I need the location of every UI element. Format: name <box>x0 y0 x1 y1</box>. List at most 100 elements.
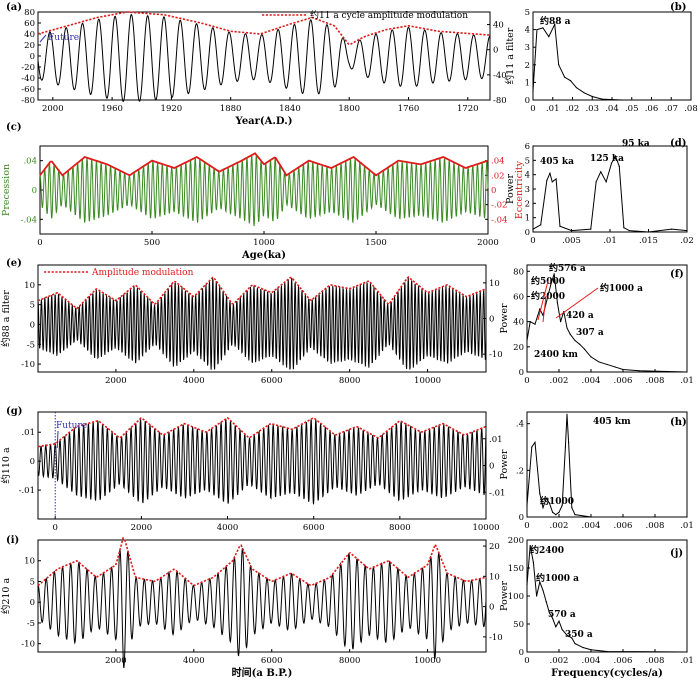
y-tick-label: -10 <box>21 360 35 370</box>
spectrum-point <box>552 511 554 513</box>
y-tick-label: 0 <box>30 457 35 467</box>
spectrum-point <box>568 441 570 443</box>
y-axis-label: Power <box>499 303 510 333</box>
x-tick-label: .006 <box>614 376 633 386</box>
y-tick-label: 3 <box>525 185 530 195</box>
x-tick-label: 1720 <box>457 104 479 114</box>
y-tick-label: 5 <box>525 156 530 166</box>
annotation: 420 a <box>566 311 594 321</box>
y-tick-label: 0 <box>30 52 35 62</box>
signal-line <box>37 13 491 103</box>
spectrum-point <box>583 92 585 94</box>
panel-e: (e) 2000 4000 6000 8000 10000 10 5 0 -5 -10 10 0 -10 约… <box>0 258 503 386</box>
x-tick-label: 4000 <box>183 656 205 666</box>
y-tick-label: 10 <box>24 281 35 291</box>
panel-label-h: (h) <box>670 417 687 428</box>
x-tick-label: 2000 <box>477 238 499 248</box>
y-tick-label: -5 <box>27 619 35 629</box>
y-tick-label: -10 <box>21 640 35 650</box>
spectrum-point <box>628 229 630 232</box>
spectrum-point <box>556 302 559 304</box>
spectrum-point <box>559 225 561 227</box>
y2-tick-label: 0 <box>489 315 494 325</box>
y2-tick-label: -40 <box>493 71 507 81</box>
arrow-5000 <box>537 280 549 321</box>
spectrum-point <box>638 370 640 372</box>
spectrum-point <box>526 584 528 586</box>
y-tick-label: 4 <box>525 26 530 36</box>
panel-i: (i) 2000 4000 6000 8000 10000 10 5 0 -5 -10 20 10 0 -1… <box>0 535 503 679</box>
spectrum-point <box>574 643 576 645</box>
x-axis-label: Frequency(cycles/a) <box>551 668 663 679</box>
y2-tick-label: 0 <box>489 462 494 472</box>
x-tick-label: .004 <box>582 656 601 666</box>
x-tick-label: .02 <box>566 104 580 114</box>
y-tick-label: 40 <box>24 30 35 40</box>
x-tick-label: .01 <box>680 656 694 666</box>
spectrum-point <box>574 339 576 342</box>
y-tick-label: 50 <box>513 620 524 630</box>
y2-tick-label: -10 <box>489 633 503 643</box>
spectrum-point <box>548 502 551 504</box>
y-tick-label: 20 <box>513 343 524 353</box>
spectrum-point <box>554 23 556 25</box>
panel-a: (a)2000 1960 1920 1880 1840 1800 1760 172080604… <box>6 2 507 127</box>
x-tick-label: .004 <box>582 521 601 531</box>
x-tick-label: .05 <box>625 104 639 114</box>
y-tick-label: 0 <box>525 96 530 106</box>
y-tick-label: 5 <box>30 577 35 587</box>
panel-label-c: (c) <box>6 122 22 133</box>
spectrum-point <box>555 626 557 628</box>
y-tick-label: 200 <box>508 536 524 546</box>
x-tick-label: 1920 <box>161 104 183 114</box>
x-tick-label: 1760 <box>398 104 420 114</box>
spectrum-point <box>542 27 544 29</box>
y-tick-label: 3 <box>525 43 530 53</box>
y2-tick-label: 20 <box>489 542 500 552</box>
panel-j: (j) 0 .002 .004 .006 .008 .01 0 50 100 150 200 Frequ… <box>499 536 694 679</box>
y-tick-label: 0 <box>32 186 37 196</box>
x-tick-label: 0 <box>530 104 535 114</box>
y-tick-label: -.04 <box>21 215 37 225</box>
y-tick-label: .4 <box>516 420 524 430</box>
spectrum-point <box>690 99 692 101</box>
spectrum-point <box>618 165 620 167</box>
y-tick-label: -.01 <box>19 486 35 496</box>
x-tick-label: 8000 <box>339 656 361 666</box>
x-tick-label: 2000 <box>105 656 127 666</box>
y-tick-label: 0 <box>519 368 524 378</box>
spectrum-point <box>536 595 538 597</box>
spectrum-point <box>570 229 573 232</box>
spectrum-point <box>614 155 616 157</box>
panel-g: (g) 0 2000 4000 6000 8000 10000 .01 0 -.01 .01 0 -.0… <box>0 406 505 533</box>
spectrum-point <box>548 612 551 614</box>
spectrum-point <box>539 581 541 583</box>
spectrum-point <box>591 95 593 98</box>
x-tick-label: .06 <box>645 104 659 114</box>
y2-tick-label: .01 <box>489 435 503 445</box>
spectrum-point <box>546 179 548 181</box>
y-tick-label: -40 <box>21 74 35 84</box>
spectrum-point <box>551 181 553 183</box>
spectrum-point <box>590 228 592 230</box>
y-tick-label: 2 <box>525 61 530 71</box>
annotation: Future <box>48 33 79 43</box>
envelope-line <box>37 276 487 310</box>
annotation: 约88 a <box>540 15 571 27</box>
panel-c: (c) 0 500 1000 1500 2000 .04 0 -.04 .04 .02 0 -.02 -.… <box>1 122 525 261</box>
signal-line <box>37 276 487 370</box>
spectrum-line <box>526 545 688 653</box>
future-arrow <box>56 430 59 449</box>
x-tick-label: .005 <box>562 236 581 246</box>
spectrum-point <box>571 637 573 639</box>
y-tick-label: -5 <box>27 340 35 350</box>
x-tick-label: 1800 <box>338 104 360 114</box>
y-tick-label: 0 <box>30 320 35 330</box>
y-tick-label: 1 <box>525 78 530 88</box>
y-tick-label: 4 <box>525 171 530 181</box>
annotation: 约576 a <box>549 262 586 274</box>
spectrum-point <box>548 36 550 38</box>
spectrum-point <box>547 295 549 298</box>
plot-frame <box>526 264 688 373</box>
x-tick-label: 0 <box>53 523 58 533</box>
